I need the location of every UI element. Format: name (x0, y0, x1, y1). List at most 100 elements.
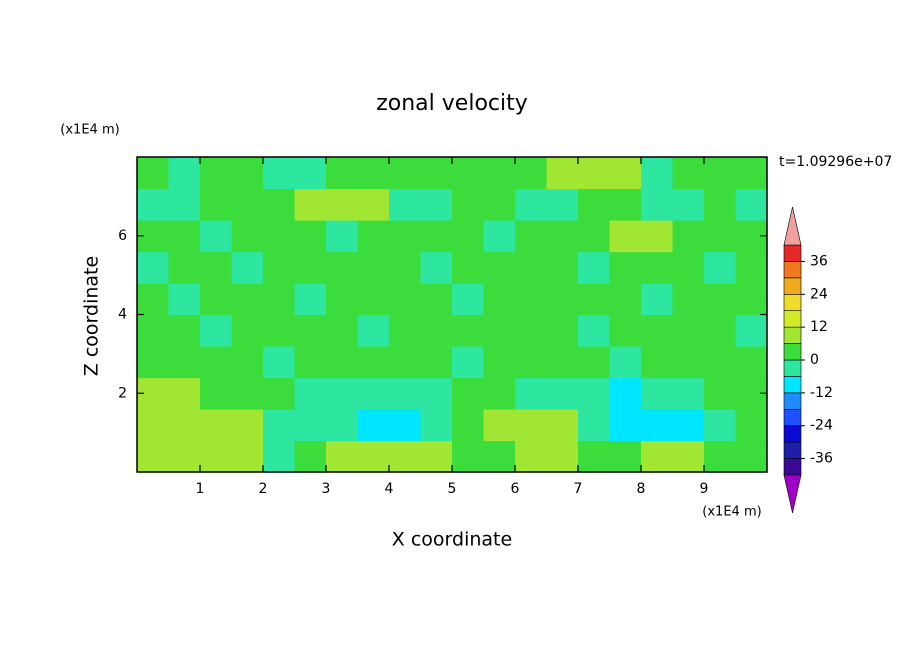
colorbar-box (783, 392, 802, 410)
field-cell (452, 377, 485, 410)
field-cell (326, 157, 359, 190)
colorbar-box (783, 326, 802, 344)
field-cell (389, 346, 422, 379)
y-tick-label: 4 (118, 307, 127, 323)
field-cell (231, 377, 264, 410)
field-cell (704, 377, 737, 410)
colorbar-box (783, 458, 802, 476)
field-cell (231, 409, 264, 442)
field-cell (326, 314, 359, 347)
field-cell (672, 220, 705, 253)
field-cell (200, 314, 233, 347)
field-cell (704, 283, 737, 316)
colorbar-box (783, 310, 802, 328)
field-cell (357, 346, 390, 379)
field-cell (263, 220, 296, 253)
field-cell (672, 283, 705, 316)
field-cell (515, 314, 548, 347)
field-cell (515, 377, 548, 410)
field-cell (452, 440, 485, 473)
colorbar-tick-label: 12 (810, 319, 828, 335)
field-cell (200, 251, 233, 284)
field-cell (609, 251, 642, 284)
field-cell (168, 283, 201, 316)
field-cell (546, 157, 579, 190)
field-cell (672, 188, 705, 221)
x-tick-label: 4 (385, 481, 394, 497)
x-tick-label: 1 (196, 481, 205, 497)
field-cell (641, 251, 674, 284)
field-cell (420, 220, 453, 253)
field-cell (137, 346, 170, 379)
colorbar-box (783, 408, 802, 427)
field-cell (578, 251, 611, 284)
field-cell (641, 220, 674, 253)
field-cell (420, 188, 453, 221)
field-cell (609, 409, 642, 442)
field-cell (704, 220, 737, 253)
field-cell (357, 251, 390, 284)
field-cell (231, 220, 264, 253)
field-cell (515, 157, 548, 190)
field-cell (515, 188, 548, 221)
colorbar-extend-low (783, 474, 802, 514)
field-cell (452, 314, 485, 347)
colorbar-tick-label: 0 (810, 352, 819, 368)
field-cell (483, 377, 516, 410)
field-cell (641, 409, 674, 442)
x-unit: (x1E4 m) (702, 505, 761, 520)
field-cell (357, 188, 390, 221)
field-cell (420, 440, 453, 473)
field-cell (294, 188, 327, 221)
field-cell (578, 440, 611, 473)
y-tick-label: 2 (118, 385, 127, 401)
field-cell (137, 314, 170, 347)
field-cell (483, 283, 516, 316)
field-cell (515, 283, 548, 316)
field-cell (420, 346, 453, 379)
field-cell (578, 157, 611, 190)
field-cell (609, 314, 642, 347)
field-cell (452, 409, 485, 442)
field-cell (200, 409, 233, 442)
x-tick-label: 3 (322, 481, 331, 497)
colorbar-box (783, 277, 802, 295)
field-cell (137, 157, 170, 190)
field-cell (515, 251, 548, 284)
field-cell (294, 220, 327, 253)
field-cell (231, 283, 264, 316)
field-cell (452, 188, 485, 221)
field-cell (483, 314, 516, 347)
field-cell (672, 409, 705, 442)
field-cell (735, 346, 768, 379)
field-cell (420, 251, 453, 284)
field-cell (641, 377, 674, 410)
colorbar-extend-high (783, 206, 802, 246)
field-cell (420, 157, 453, 190)
field-cell (546, 440, 579, 473)
field-cell (672, 440, 705, 473)
field-cell (546, 220, 579, 253)
field-cell (483, 157, 516, 190)
field-cell (483, 251, 516, 284)
field-cell (672, 251, 705, 284)
field-cell (735, 188, 768, 221)
field-cell (452, 157, 485, 190)
x-tick-label: 9 (700, 481, 709, 497)
field-cell (357, 409, 390, 442)
x-tick-label: 8 (637, 481, 646, 497)
field-cell (609, 157, 642, 190)
field-cell (294, 346, 327, 379)
field-cell (735, 314, 768, 347)
field-cell (515, 346, 548, 379)
colorbar-box (783, 293, 802, 312)
field-cell (578, 314, 611, 347)
x-tick-label: 7 (574, 481, 583, 497)
field-cell (735, 251, 768, 284)
field-cell (546, 346, 579, 379)
field-cell (137, 283, 170, 316)
field-cell (735, 157, 768, 190)
y-tick-label: 6 (118, 228, 127, 244)
field-cell (483, 346, 516, 379)
field-cell (263, 440, 296, 473)
